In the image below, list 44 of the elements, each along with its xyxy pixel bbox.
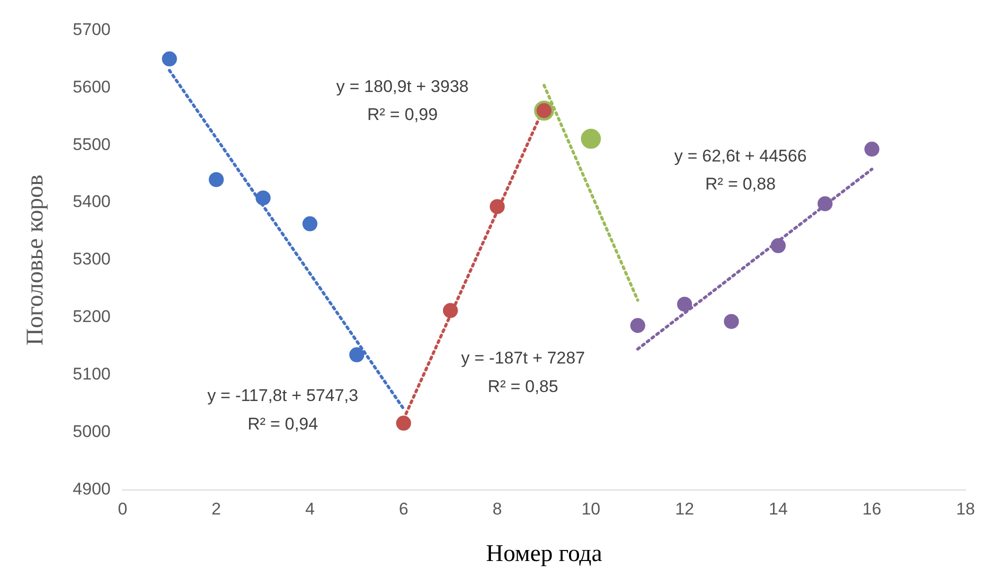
point: [256, 190, 271, 206]
point: [864, 142, 880, 157]
point: [490, 199, 505, 214]
x-tick-label: 14: [768, 500, 788, 519]
point: [302, 216, 318, 232]
point: [442, 303, 458, 318]
point: [818, 196, 833, 212]
y-tick-label: 5400: [72, 192, 111, 212]
x-tick-label: 16: [862, 500, 882, 519]
point: [162, 51, 177, 66]
annotation: y = 180,9t + 3938: [336, 76, 469, 96]
annotation: y = -117,8t + 5747,3: [207, 386, 358, 406]
y-axis-title: Поголовье коров: [22, 174, 49, 346]
x-tick-label: 8: [492, 500, 502, 519]
x-tick-label: 4: [305, 500, 315, 519]
y-tick-label: 5700: [72, 20, 111, 39]
annotation: y = -187t + 7287: [461, 348, 585, 368]
x-tick-label: 2: [212, 500, 222, 519]
y-tick-label: 5300: [72, 250, 111, 269]
point: [677, 296, 692, 312]
x-axis-title: Номер года: [486, 540, 602, 567]
x-tick-label: 0: [118, 500, 128, 519]
x-tick-label: 12: [675, 500, 694, 519]
annotation: y = 62,6t + 44566: [674, 146, 807, 166]
y-tick-label: 5500: [72, 134, 111, 154]
point: [724, 314, 739, 329]
point: [630, 318, 646, 333]
y-tick-label: 5200: [72, 307, 111, 326]
x-tick-label: 10: [581, 500, 600, 519]
x-tick-label: 18: [956, 500, 976, 519]
annotation: R² = 0,94: [248, 414, 318, 434]
y-tick-label: 5000: [72, 422, 111, 442]
point: [770, 238, 786, 254]
x-tick-label: 6: [398, 500, 408, 519]
point: [580, 128, 601, 149]
y-tick-label: 4900: [72, 479, 111, 498]
y-tick-label: 5600: [72, 77, 111, 96]
annotation: R² = 0,99: [367, 104, 438, 124]
point: [349, 347, 364, 362]
annotation: R² = 0,88: [705, 174, 776, 194]
point: [208, 172, 224, 188]
y-tick-label: 5100: [72, 364, 111, 384]
point: [396, 416, 412, 431]
annotation: R² = 0,85: [488, 376, 558, 396]
